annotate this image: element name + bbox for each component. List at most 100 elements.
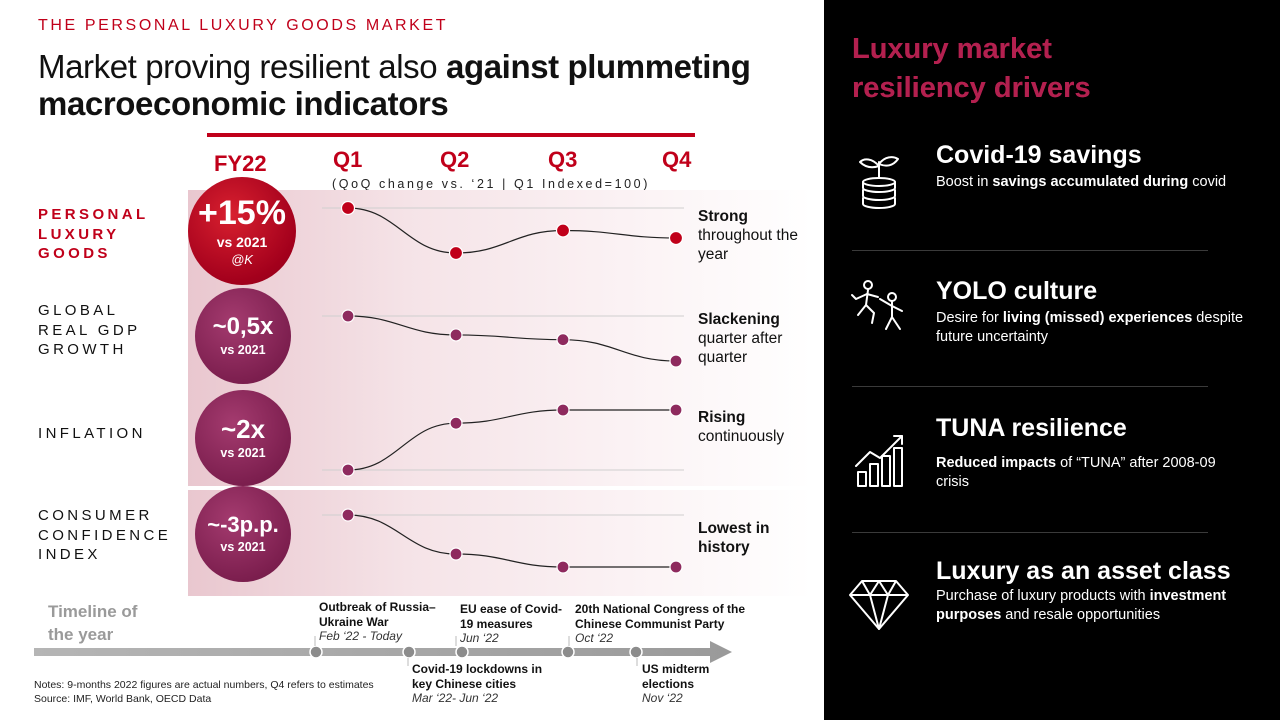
trend-point-inflation-q2 bbox=[449, 416, 463, 430]
event-date: Nov ‘22 bbox=[642, 691, 683, 705]
bubble-vs: vs 2021 bbox=[216, 233, 268, 250]
bubble-value: ~0,5x bbox=[212, 313, 274, 340]
row-label-inflation: INFLATION bbox=[38, 424, 146, 444]
trend-point-confidence-q4 bbox=[669, 560, 683, 574]
row-label-confidence: CONSUMER CONFIDENCE INDEX bbox=[38, 506, 171, 565]
driver-title-yolo: YOLO culture bbox=[936, 277, 1098, 305]
title-bold: against plummeting macroeconomic indicat… bbox=[38, 48, 751, 122]
row-label-line: GROWTH bbox=[38, 341, 127, 358]
row-comment-inflation: Rising continuously bbox=[698, 408, 808, 446]
driver-divider bbox=[852, 250, 1208, 251]
event-date: Feb ‘22 - Today bbox=[319, 629, 402, 643]
driver-divider bbox=[852, 386, 1208, 387]
row-label-line: REAL GDP bbox=[38, 321, 141, 339]
desc-post: covid bbox=[1188, 174, 1227, 190]
comment-bold: Strong bbox=[698, 208, 748, 225]
timeline-event-ukraine: Outbreak of Russia–Ukraine War Feb ‘22 - … bbox=[319, 600, 449, 644]
row-label-line: CONSUMER bbox=[38, 507, 153, 524]
diamond-icon bbox=[849, 580, 909, 630]
row-band-confidence bbox=[188, 490, 812, 596]
desc-pre: Purchase of luxury products with bbox=[936, 588, 1150, 604]
panel-title-line: resiliency drivers bbox=[852, 72, 1091, 104]
desc-pre: Desire for bbox=[936, 310, 1003, 326]
row-label-line: PERSONAL bbox=[38, 206, 149, 223]
trend-line-inflation bbox=[347, 409, 676, 471]
row-comment-luxury: Strong throughout the year bbox=[698, 207, 816, 264]
desc-bold: savings accumulated during bbox=[992, 174, 1189, 190]
trend-point-confidence-q1 bbox=[341, 508, 355, 522]
notes-line: Notes: 9-months 2022 figures are actual … bbox=[34, 679, 374, 691]
trend-point-inflation-q4 bbox=[669, 403, 683, 417]
desc-bold: Reduced impacts bbox=[936, 455, 1057, 471]
comment-rest: continuously bbox=[698, 428, 785, 445]
row-comment-gdp: Slackening quarter after quarter bbox=[698, 310, 798, 367]
fy22-bubble-gdp: ~0,5x vs 2021 bbox=[195, 288, 291, 384]
footnotes: Notes: 9-months 2022 figures are actual … bbox=[34, 679, 374, 706]
event-title: EU ease of Covid-19 measures bbox=[460, 602, 563, 631]
trend-point-inflation-q1 bbox=[341, 463, 355, 477]
desc-bold: investment purposes bbox=[936, 588, 1227, 623]
growth-chart-icon bbox=[855, 435, 903, 487]
row-label-line: LUXURY bbox=[38, 225, 120, 243]
event-title: US midterm elections bbox=[642, 662, 710, 691]
driver-desc-tuna: Reduced impacts of “TUNA” after 2008-09 … bbox=[936, 454, 1246, 492]
timeline-event-china-lockdowns: Covid-19 lockdowns in key Chinese cities… bbox=[412, 662, 552, 706]
people-jumping-icon bbox=[851, 280, 903, 330]
panel-title-line: Luxury market bbox=[852, 33, 1052, 65]
event-title: Outbreak of Russia–Ukraine War bbox=[319, 600, 436, 629]
bubble-vs: vs 2021 bbox=[220, 446, 266, 460]
quarterly-trend-chart bbox=[322, 200, 684, 574]
column-q4: Q4 bbox=[662, 147, 692, 172]
trend-line-luxury bbox=[347, 207, 677, 254]
page-title: Market proving resilient also against pl… bbox=[38, 48, 828, 122]
bubble-value: +15% bbox=[198, 193, 286, 232]
comment-bold: Rising bbox=[698, 409, 746, 426]
trend-point-gdp-q1 bbox=[341, 309, 355, 323]
row-label-line: CONFIDENCE bbox=[38, 526, 172, 544]
event-date: Mar ‘22- Jun ‘22 bbox=[412, 691, 499, 705]
title-normal: Market proving resilient also bbox=[38, 48, 447, 85]
event-date: Jun ‘22 bbox=[460, 631, 499, 645]
panel-title: Luxury market resiliency drivers bbox=[852, 30, 1091, 108]
fy22-bubble-confidence: ~-3p.p. vs 2021 bbox=[195, 486, 291, 582]
source-line: Source: IMF, World Bank, OECD Data bbox=[34, 692, 212, 705]
trend-point-gdp-q3 bbox=[556, 333, 570, 347]
section-kicker: THE PERSONAL LUXURY GOODS MARKET bbox=[38, 17, 449, 34]
event-date: Oct ‘22 bbox=[575, 631, 614, 645]
desc-post: and resale opportunities bbox=[1001, 607, 1161, 623]
drivers-panel bbox=[824, 0, 1280, 720]
event-title: Covid-19 lockdowns in key Chinese cities bbox=[412, 662, 543, 691]
column-fy22: FY22 bbox=[214, 151, 267, 176]
row-label-gdp: GLOBAL REAL GDP GROWTH bbox=[38, 301, 141, 360]
comment-rest: quarter after quarter bbox=[698, 330, 783, 366]
column-q3: Q3 bbox=[548, 147, 578, 172]
desc-pre: Boost in bbox=[936, 174, 993, 190]
timeline-event-party-congress: 20th National Congress of the Chinese Co… bbox=[575, 602, 755, 646]
timeline-arrow bbox=[34, 636, 732, 666]
trend-line-gdp bbox=[347, 315, 677, 362]
driver-title-tuna: TUNA resilience bbox=[936, 414, 1127, 442]
bubble-value: ~-3p.p. bbox=[207, 512, 279, 537]
trend-point-gdp-q2 bbox=[449, 328, 463, 342]
driver-divider bbox=[852, 532, 1208, 533]
driver-title-asset-class: Luxury as an asset class bbox=[936, 557, 1231, 585]
desc-bold: living (missed) experiences bbox=[1002, 310, 1193, 326]
comment-bold: Slackening bbox=[698, 311, 780, 328]
row-band-inflation bbox=[188, 380, 812, 486]
savings-plant-icon bbox=[859, 156, 899, 209]
timeline-event-eu-covid: EU ease of Covid-19 measures Jun ‘22 bbox=[460, 602, 568, 646]
bubble-value: ~2x bbox=[220, 414, 266, 444]
row-label-line: INDEX bbox=[38, 546, 101, 563]
driver-desc-asset-class: Purchase of luxury products with investm… bbox=[936, 587, 1246, 625]
driver-desc-yolo: Desire for living (missed) experiences d… bbox=[936, 309, 1246, 347]
trend-point-inflation-q3 bbox=[556, 403, 570, 417]
fy22-bubble-inflation: ~2x vs 2021 bbox=[195, 390, 291, 486]
header-rule bbox=[207, 133, 695, 137]
event-title: 20th National Congress of the Chinese Co… bbox=[575, 602, 746, 631]
bubble-extra: @K bbox=[231, 251, 253, 267]
driver-title-covid-savings: Covid-19 savings bbox=[936, 141, 1142, 169]
row-label-line: GLOBAL bbox=[38, 302, 119, 319]
column-note: (QoQ change vs. ‘21 | Q1 Indexed=100) bbox=[332, 177, 650, 191]
row-label-line: GOODS bbox=[38, 245, 111, 262]
trend-point-confidence-q2 bbox=[449, 547, 463, 561]
